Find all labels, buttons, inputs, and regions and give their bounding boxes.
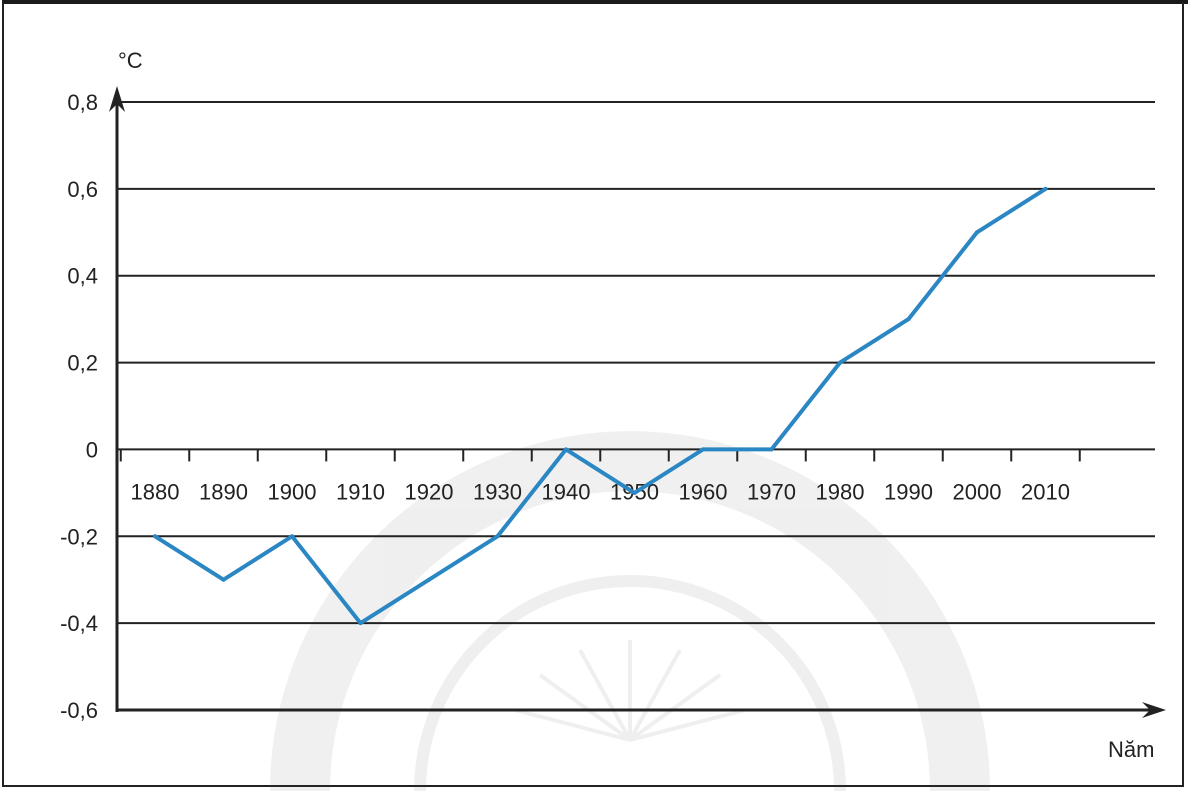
x-axis-tick-labels: 1880 1890 1900 1910 1920 1930 1940 1950 1960 1970… bbox=[131, 479, 1070, 504]
y-tick-label: -0,2 bbox=[60, 524, 98, 549]
data-point bbox=[564, 447, 568, 452]
frame-top-border bbox=[2, 0, 1188, 4]
y-axis-unit-label: °C bbox=[118, 48, 143, 73]
data-point bbox=[1043, 186, 1048, 191]
x-tick-label: 1940 bbox=[542, 479, 591, 504]
x-tick-label: 1900 bbox=[268, 479, 317, 504]
data-point bbox=[153, 534, 157, 539]
data-point bbox=[701, 447, 705, 452]
x-tick-label: 2010 bbox=[1021, 479, 1070, 504]
x-axis-arrow bbox=[1142, 702, 1166, 718]
x-tick-label: 1890 bbox=[199, 479, 248, 504]
series-line bbox=[153, 186, 1048, 626]
y-tick-label: -0,4 bbox=[60, 611, 98, 636]
data-point bbox=[427, 577, 431, 582]
data-point bbox=[495, 534, 500, 539]
x-tick-label: 2000 bbox=[953, 479, 1002, 504]
y-tick-label: -0,6 bbox=[60, 698, 98, 723]
x-tick-label: 1930 bbox=[473, 479, 522, 504]
data-point bbox=[290, 534, 294, 539]
data-point bbox=[975, 230, 979, 235]
y-tick-label: 0,4 bbox=[67, 264, 98, 289]
data-point bbox=[358, 621, 363, 626]
data-point bbox=[632, 490, 637, 495]
x-tick-label: 1920 bbox=[405, 479, 454, 504]
data-point bbox=[769, 447, 774, 452]
x-tick-label: 1980 bbox=[816, 479, 865, 504]
x-axis-ticks bbox=[119, 449, 1081, 462]
watermark-logo bbox=[270, 431, 990, 791]
x-tick-label: 1970 bbox=[747, 479, 796, 504]
y-tick-label: 0 bbox=[86, 437, 98, 462]
x-tick-label: 1880 bbox=[131, 479, 180, 504]
y-axis-tick-labels: 0,8 0,6 0,4 0,2 0 -0,2 -0,4 -0,6 bbox=[60, 90, 98, 723]
y-tick-label: 0,8 bbox=[67, 90, 98, 115]
axes bbox=[109, 86, 1166, 718]
y-tick-label: 0,2 bbox=[67, 351, 98, 376]
x-tick-label: 1960 bbox=[679, 479, 728, 504]
data-point bbox=[906, 317, 911, 322]
grid-lines bbox=[117, 101, 1155, 625]
x-axis-title: Năm bbox=[1108, 737, 1154, 762]
data-point bbox=[221, 577, 226, 582]
y-axis-arrow bbox=[109, 86, 125, 112]
x-tick-label: 1910 bbox=[336, 479, 385, 504]
x-tick-label: 1990 bbox=[884, 479, 933, 504]
series-layer bbox=[153, 186, 1048, 626]
data-point bbox=[838, 360, 842, 365]
y-tick-label: 0,6 bbox=[67, 177, 98, 202]
